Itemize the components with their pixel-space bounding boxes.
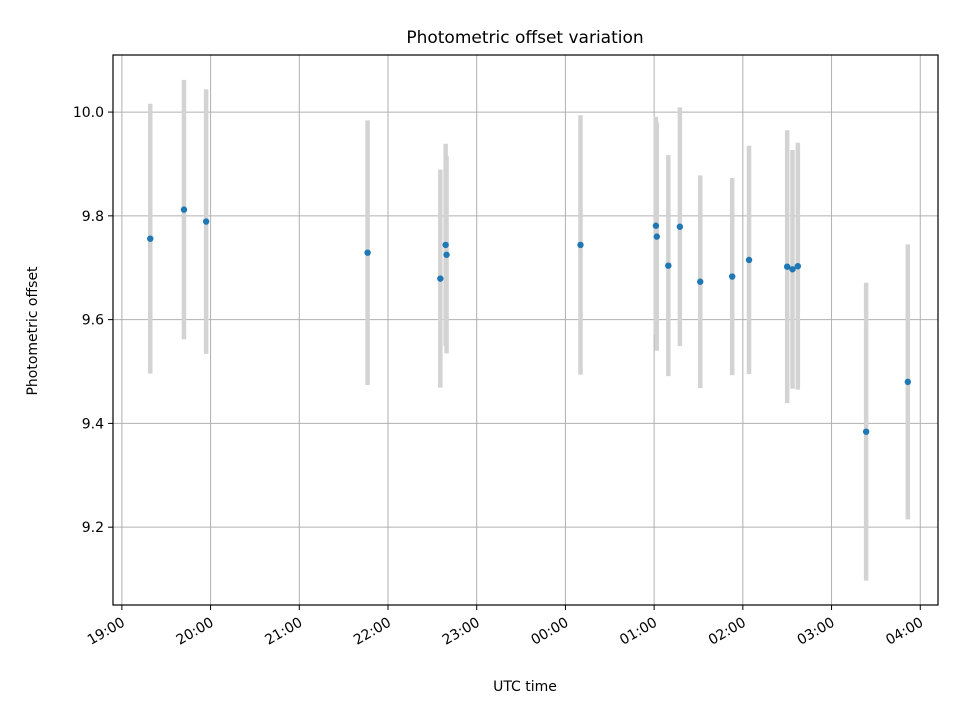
x-axis-label: UTC time xyxy=(493,679,557,695)
y-tick-label: 9.4 xyxy=(82,416,104,432)
data-point xyxy=(862,428,870,435)
plot-frame xyxy=(112,54,939,606)
data-point xyxy=(676,223,684,230)
y-axis-label: Photometric offset xyxy=(25,266,41,396)
data-point xyxy=(794,262,802,270)
data-point xyxy=(442,241,449,249)
data-point xyxy=(745,256,753,264)
y-axis-ticks: 9.2 9.4 9.6 9.8 10.0 xyxy=(73,105,113,536)
y-tick-label: 10.0 xyxy=(73,105,104,121)
data-point xyxy=(437,275,444,282)
data-point xyxy=(904,378,912,386)
grid-lines xyxy=(113,55,938,605)
data-point xyxy=(364,249,371,256)
data-point xyxy=(728,273,736,280)
data-point xyxy=(577,241,584,249)
y-tick-label: 9.6 xyxy=(82,313,104,329)
data-point xyxy=(789,266,796,273)
data-point xyxy=(697,278,704,285)
data-point xyxy=(783,263,791,270)
data-point xyxy=(147,235,154,242)
data-point xyxy=(652,222,660,229)
y-tick-label: 9.8 xyxy=(82,209,104,225)
data-point xyxy=(665,262,672,269)
chart-title: Photometric offset variation xyxy=(406,28,643,48)
data-point xyxy=(653,233,660,240)
data-points xyxy=(147,206,912,435)
data-point xyxy=(443,251,450,258)
data-point xyxy=(202,218,210,225)
data-point xyxy=(180,206,188,213)
y-tick-label: 9.2 xyxy=(82,520,104,536)
